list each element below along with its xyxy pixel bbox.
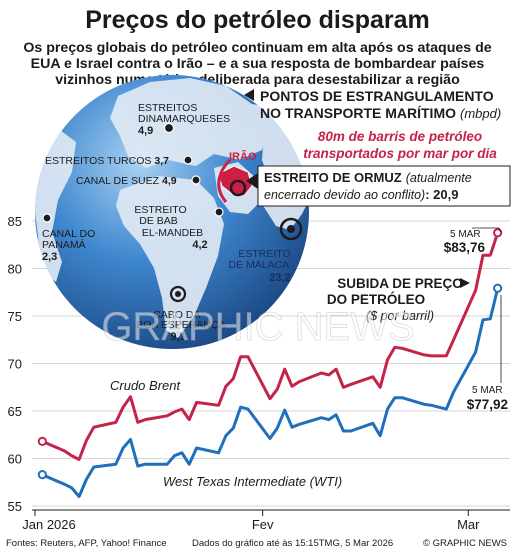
wti-end-value: $77,92 — [467, 397, 508, 412]
series-label-wti: West Texas Intermediate (WTI) — [163, 474, 342, 489]
y-tick-label: 60 — [8, 452, 22, 467]
series-label-brent: Crudo Brent — [110, 378, 181, 393]
footer-sources: Fontes: Reuters, AFP, Yahoo! Finance — [6, 538, 167, 549]
footer-note: Dados do gráfico até às 15:15TMG, 5 Mar … — [192, 538, 394, 549]
x-axis: Jan 2026 Fev Mar — [22, 509, 510, 532]
map-heading-line1: PONTOS DE ESTRANGULAMENTO — [260, 88, 494, 104]
y-tick-label: 65 — [8, 404, 22, 419]
price-heading-line2: DO PETRÓLEO — [327, 292, 425, 307]
europe-landmass — [110, 78, 268, 168]
label-turkish: ESTREITOS TURCOS 3,7 — [45, 155, 169, 167]
marker-danish — [163, 122, 175, 134]
x-tick-label: Jan 2026 — [22, 517, 76, 532]
x-tick-label: Mar — [457, 517, 480, 532]
series-line-1 — [41, 287, 500, 498]
label-bab: ESTREITO DE BAB EL-MANDEB 4,2 — [134, 204, 207, 251]
label-suez: CANAL DE SUEZ 4,9 — [76, 175, 177, 187]
hormuz-box — [257, 165, 511, 207]
americas-landmass — [35, 130, 76, 282]
map-note-line2: transportados por mar por dia — [303, 146, 497, 161]
watermark: GRAPHIC NEWS — [101, 305, 414, 349]
price-heading-unit: ($ por barril) — [366, 309, 434, 323]
label-panama: CANAL DO PANAMÁ 2,3 — [42, 228, 98, 263]
marker-bab — [214, 207, 224, 217]
label-danish: ESTREITOS DINAMARQUESES 4,9 — [138, 102, 233, 137]
label-cape: CABO DA BOA ESPERANÇA 9,1 — [136, 309, 228, 343]
price-heading: SUBIDA DE PREÇO DO PETRÓLEO ($ por barri… — [327, 276, 470, 323]
subtitle: Os preços globais do petróleo continuam … — [23, 40, 492, 88]
y-tick-label: 85 — [8, 214, 22, 229]
chart-series — [37, 228, 503, 498]
map-note-line1: 80m de barris de petróleo — [318, 129, 482, 144]
y-axis: 55 60 65 70 75 80 85 — [8, 214, 22, 514]
hormuz-pointer — [246, 173, 258, 189]
chokepoint-labels: ESTREITOS DINAMARQUESES 4,9 ESTREITOS TU… — [42, 102, 293, 343]
y-tick-label: 80 — [8, 262, 22, 277]
map-heading-line2: NO TRANSPORTE MARÍTIMO (mbpd) — [260, 105, 501, 121]
x-tick-label: Fev — [252, 517, 274, 532]
price-heading-arrow — [460, 278, 470, 288]
hormuz-line2: encerrado devido ao conflito): 20,9 — [264, 187, 458, 202]
iran-arrow — [217, 158, 232, 203]
marker-panama — [42, 213, 52, 223]
marker-cape — [169, 285, 187, 303]
brent-end-value: $83,76 — [444, 240, 486, 255]
marker-suez — [191, 175, 201, 185]
map-heading: PONTOS DE ESTRANGULAMENTO NO TRANSPORTE … — [244, 88, 501, 161]
footer-credit: © GRAPHIC NEWS — [422, 538, 507, 549]
series-0-start-point — [37, 436, 47, 446]
wti-end-label: 5 MAR $77,92 — [467, 295, 508, 412]
price-heading-line1: SUBIDA DE PREÇO — [337, 276, 463, 291]
brent-end-label: 5 MAR $83,76 — [444, 227, 502, 255]
series-line-0 — [41, 232, 500, 461]
label-iran: IRÃO — [229, 150, 257, 163]
marker-turkish — [183, 155, 193, 165]
label-malacca: ESTREITO DE MALACA 23,2 — [228, 248, 293, 284]
y-tick-label: 75 — [8, 309, 22, 324]
map-heading-arrow — [244, 89, 254, 101]
series-1-start-point — [37, 470, 47, 480]
brent-end-date: 5 MAR — [450, 229, 481, 240]
marker-hormuz — [229, 179, 247, 197]
chokepoint-markers — [42, 122, 303, 303]
series-0-end-point — [493, 228, 503, 238]
marker-malacca-dot — [287, 225, 295, 233]
hormuz-callout: ESTREITO DE ORMUZ (atualmente encerrado d… — [246, 165, 511, 207]
wti-end-date: 5 MAR — [472, 385, 503, 396]
marker-malacca — [279, 217, 303, 241]
africa-landmass — [116, 176, 224, 338]
series-1-end-point — [493, 283, 503, 293]
y-tick-label: 70 — [8, 357, 22, 372]
page-title: Preços do petróleo disparam — [85, 6, 430, 34]
hormuz-line1: ESTREITO DE ORMUZ (atualmente — [264, 170, 472, 185]
marker-cape-dot — [175, 291, 181, 297]
y-tick-label: 55 — [8, 499, 22, 514]
